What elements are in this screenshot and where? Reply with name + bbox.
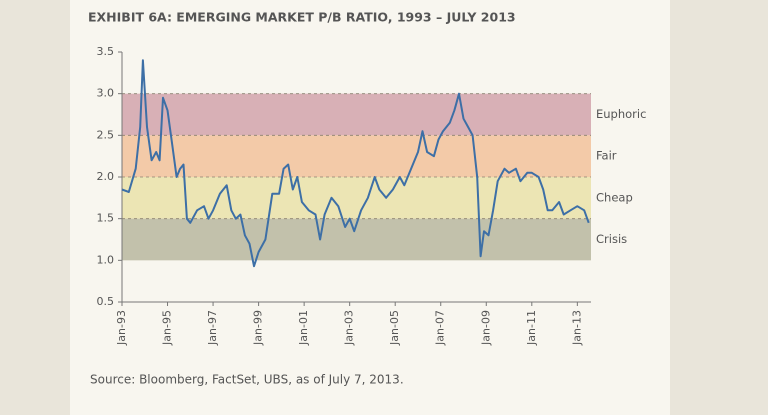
band-label: Cheap <box>596 190 633 204</box>
chart-title: EXHIBIT 6A: EMERGING MARKET P/B RATIO, 1… <box>88 10 516 25</box>
y-tick-label: 3.5 <box>97 45 115 58</box>
band-label: Crisis <box>596 232 627 246</box>
band <box>122 177 591 219</box>
band-label: Euphoric <box>596 107 646 121</box>
band-label: Fair <box>596 149 617 163</box>
y-tick-label: 2.0 <box>97 170 115 183</box>
x-tick-label: Jan-99 <box>252 310 265 346</box>
x-tick-label: Jan-93 <box>115 310 128 346</box>
x-tick-label: Jan-03 <box>343 310 356 346</box>
y-tick-label: 2.5 <box>97 128 115 141</box>
x-tick-label: Jan-09 <box>479 310 492 346</box>
x-tick-label: Jan-95 <box>161 310 174 346</box>
y-tick-label: 1.5 <box>97 212 115 225</box>
band <box>122 135 591 177</box>
y-tick-label: 0.5 <box>97 295 115 308</box>
y-tick-label: 1.0 <box>97 253 115 266</box>
x-tick-label: Jan-01 <box>297 310 310 346</box>
x-tick-label: Jan-13 <box>570 310 583 346</box>
x-tick-label: Jan-07 <box>434 310 447 346</box>
y-tick-label: 3.0 <box>97 87 115 100</box>
source-note: Source: Bloomberg, FactSet, UBS, as of J… <box>90 373 404 387</box>
line <box>121 59 590 268</box>
band <box>122 93 591 136</box>
x-tick-label: Jan-11 <box>525 310 538 346</box>
x-tick-label: Jan-05 <box>388 310 401 346</box>
x-tick-label: Jan-97 <box>206 310 219 346</box>
